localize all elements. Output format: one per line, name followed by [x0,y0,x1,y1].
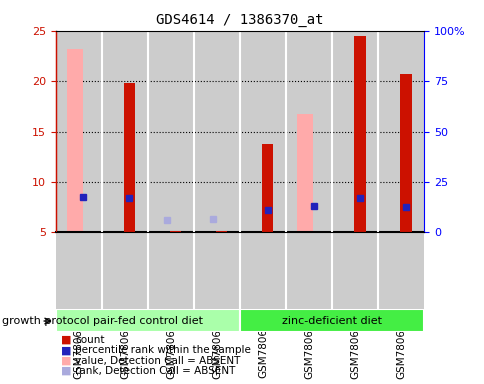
Bar [194,232,240,309]
Bar [332,31,378,232]
Text: rank, Detection Call = ABSENT: rank, Detection Call = ABSENT [75,366,235,376]
Text: value, Detection Call = ABSENT: value, Detection Call = ABSENT [75,356,240,366]
Text: ■: ■ [60,335,71,345]
Text: pair-fed control diet: pair-fed control diet [93,316,202,326]
Bar [215,231,227,232]
Title: GDS4614 / 1386370_at: GDS4614 / 1386370_at [156,13,323,27]
Bar [102,31,148,232]
Bar [123,83,135,232]
Text: count: count [75,335,105,345]
Text: percentile rank within the sample: percentile rank within the sample [75,345,251,355]
Bar [194,31,240,232]
Bar [297,114,313,232]
Bar [56,309,240,332]
Text: ■: ■ [60,366,71,376]
Bar [169,231,181,232]
Text: growth protocol: growth protocol [2,316,90,326]
Bar [332,232,378,309]
Bar [286,232,332,309]
Bar [56,31,102,232]
Bar [378,232,424,309]
Bar [240,232,286,309]
Bar [378,31,424,232]
Bar [240,31,286,232]
Bar [102,232,148,309]
Bar [56,232,102,309]
Bar [353,36,365,232]
Text: ■: ■ [60,345,71,355]
Bar [148,232,194,309]
Bar [261,144,273,232]
Bar [240,309,424,332]
Text: ■: ■ [60,356,71,366]
Text: zinc-deficient diet: zinc-deficient diet [282,316,381,326]
Bar [399,74,411,232]
Bar [286,31,332,232]
Bar [67,49,83,232]
Bar [148,31,194,232]
